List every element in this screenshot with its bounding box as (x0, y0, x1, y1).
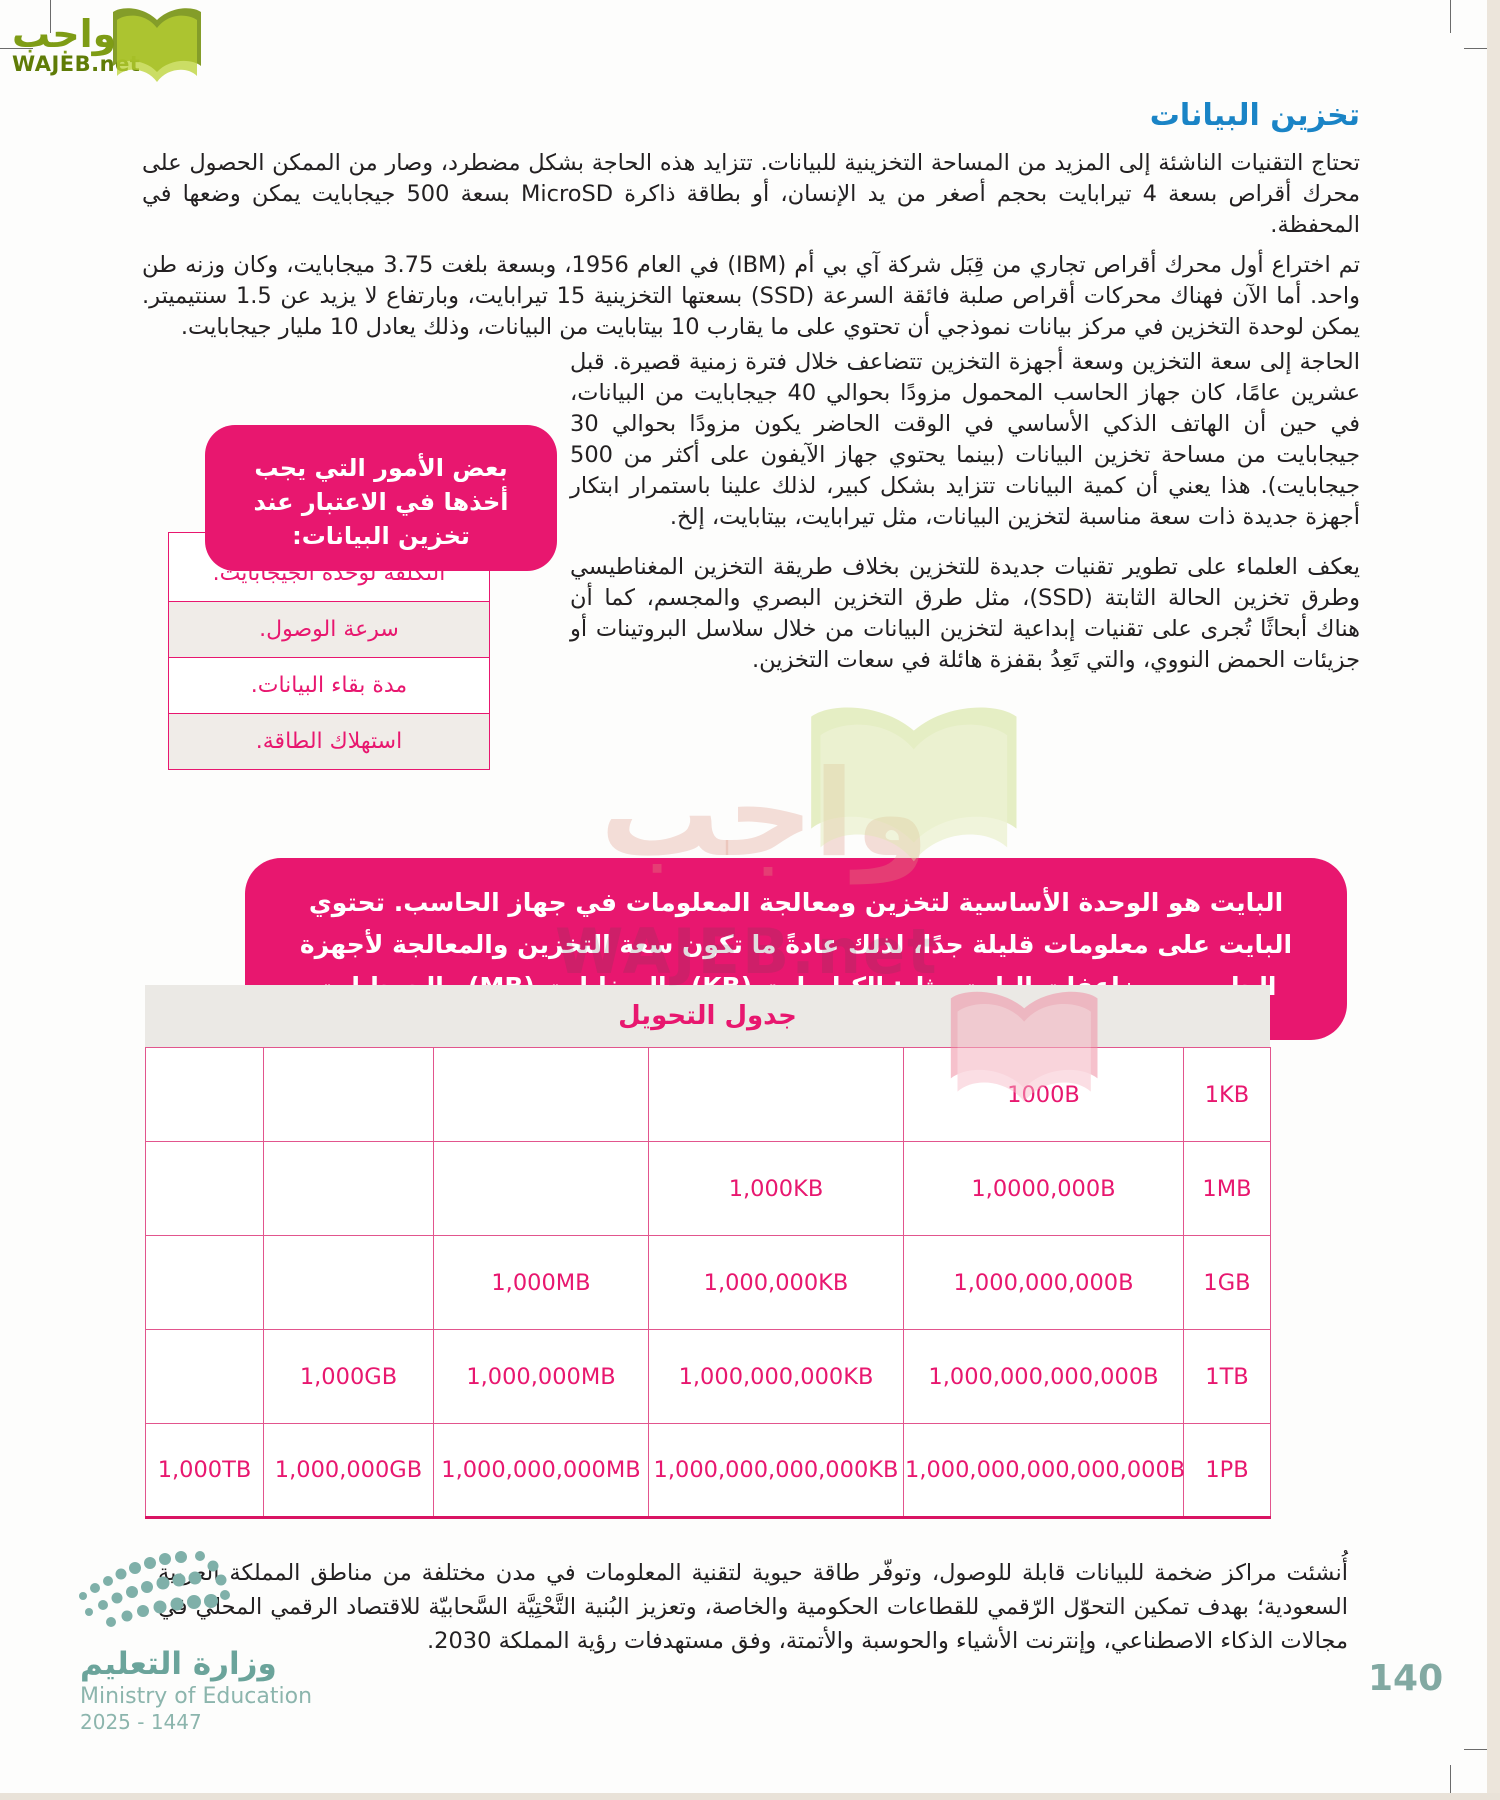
cell: 1GB (1183, 1235, 1271, 1330)
table-row: 1,000TB 1,000,000GB 1,000,000,000MB 1,000,0… (145, 1423, 1271, 1518)
paragraph-new-technologies: يعكف العلماء على تطوير تقنيات جديدة للتخ… (570, 554, 1360, 673)
cell: 1TB (1183, 1329, 1271, 1424)
crop-mark-top-right-v (1450, 0, 1451, 33)
callout-item-retention: مدة بقاء البيانات. (168, 658, 490, 714)
cell: 1,000TB (145, 1423, 264, 1518)
table-row: 1,000GB 1,000,000MB 1,000,000,000KB 1,000,0… (145, 1329, 1271, 1424)
page-edge-bottom (0, 1793, 1500, 1800)
table-row: 1,000KB 1,0000,000B 1MB (145, 1141, 1271, 1236)
cell: 1,000,000KB (648, 1235, 904, 1330)
cell: 1,000,000MB (433, 1329, 649, 1424)
cell: 1,0000,000B (903, 1141, 1184, 1236)
cell (145, 1047, 264, 1142)
callout-item-speed: سرعة الوصول. (168, 602, 490, 658)
cell: 1,000GB (263, 1329, 434, 1424)
crop-mark-bottom-right-h (1464, 1749, 1500, 1750)
cell: 1,000,000,000,000,000B (903, 1423, 1185, 1518)
callout-title: بعض الأمور التي يجب أخذها في الاعتبار عن… (205, 425, 557, 571)
cell (433, 1047, 649, 1142)
paragraph-ibm-history: تم اختراع أول محرك أقراص تجاري من قِبَل … (142, 252, 1360, 340)
ministry-years: 2025 - 1447 (80, 1710, 202, 1734)
wajeb-logo-arabic: واجب (12, 12, 117, 56)
cell (648, 1047, 904, 1142)
conversion-table-title: جدول التحويل (145, 985, 1270, 1047)
cell: 1PB (1183, 1423, 1271, 1518)
cell: 1KB (1183, 1047, 1271, 1142)
cell (145, 1329, 264, 1424)
section-title: تخزين البيانات (1149, 98, 1360, 133)
ministry-name-arabic: وزارة التعليم (80, 1646, 277, 1682)
paragraph-intro: تحتاج التقنيات الناشئة إلى المزيد من الم… (142, 150, 1361, 238)
paragraph-capacity-growth: الحاجة إلى سعة التخزين وسعة أجهزة التخزي… (570, 349, 1360, 530)
ministry-name-english: Ministry of Education (80, 1684, 313, 1709)
cell: 1000B (903, 1047, 1184, 1142)
ministry-logo-dots-icon (79, 1551, 230, 1627)
cell: 1,000,000,000,000B (903, 1329, 1184, 1424)
conversion-table-section: جدول التحويل 1000B 1KB 1,000KB 1,0000,000B… (145, 985, 1271, 1519)
crop-mark-top-left-h (0, 48, 33, 49)
cell: 1,000,000GB (263, 1423, 434, 1518)
crop-mark-top-left-v (50, 0, 51, 33)
page-edge-right (1487, 0, 1500, 1800)
cell: 1,000KB (648, 1141, 904, 1236)
cell: 1,000MB (433, 1235, 649, 1330)
crop-mark-top-right-h (1464, 48, 1500, 49)
ministry-of-education-logo: وزارة التعليم Ministry of Education 2025… (75, 1538, 405, 1734)
wajeb-watermark-book-icon (811, 707, 1017, 862)
paragraph-data-centers: أُنشئت مراكز ضخمة للبيانات قابلة للوصول،… (158, 1560, 1348, 1654)
cell: 1MB (1183, 1141, 1271, 1236)
crop-mark-bottom-right-v (1450, 1765, 1451, 1800)
cell (263, 1235, 434, 1330)
callout-item-power: استهلاك الطاقة. (168, 714, 490, 770)
cell (263, 1141, 434, 1236)
cell: 1,000,000,000,000KB (648, 1423, 904, 1518)
table-row: 1000B 1KB (145, 1047, 1271, 1142)
cell: 1,000,000,000KB (648, 1329, 904, 1424)
cell (145, 1235, 264, 1330)
conversion-table: 1000B 1KB 1,000KB 1,0000,000B 1MB 1,000MB 1,… (145, 1047, 1271, 1519)
wajeb-logo: واجب WAJEB.net (10, 8, 210, 88)
cell (145, 1141, 264, 1236)
cell: 1,000,000,000MB (433, 1423, 649, 1518)
cell (433, 1141, 649, 1236)
cell (263, 1047, 434, 1142)
table-row: 1,000MB 1,000,000KB 1,000,000,000B 1GB (145, 1235, 1271, 1330)
open-book-icon (113, 8, 201, 83)
page-number: 140 (1368, 1658, 1444, 1699)
cell: 1,000,000,000B (903, 1235, 1184, 1330)
